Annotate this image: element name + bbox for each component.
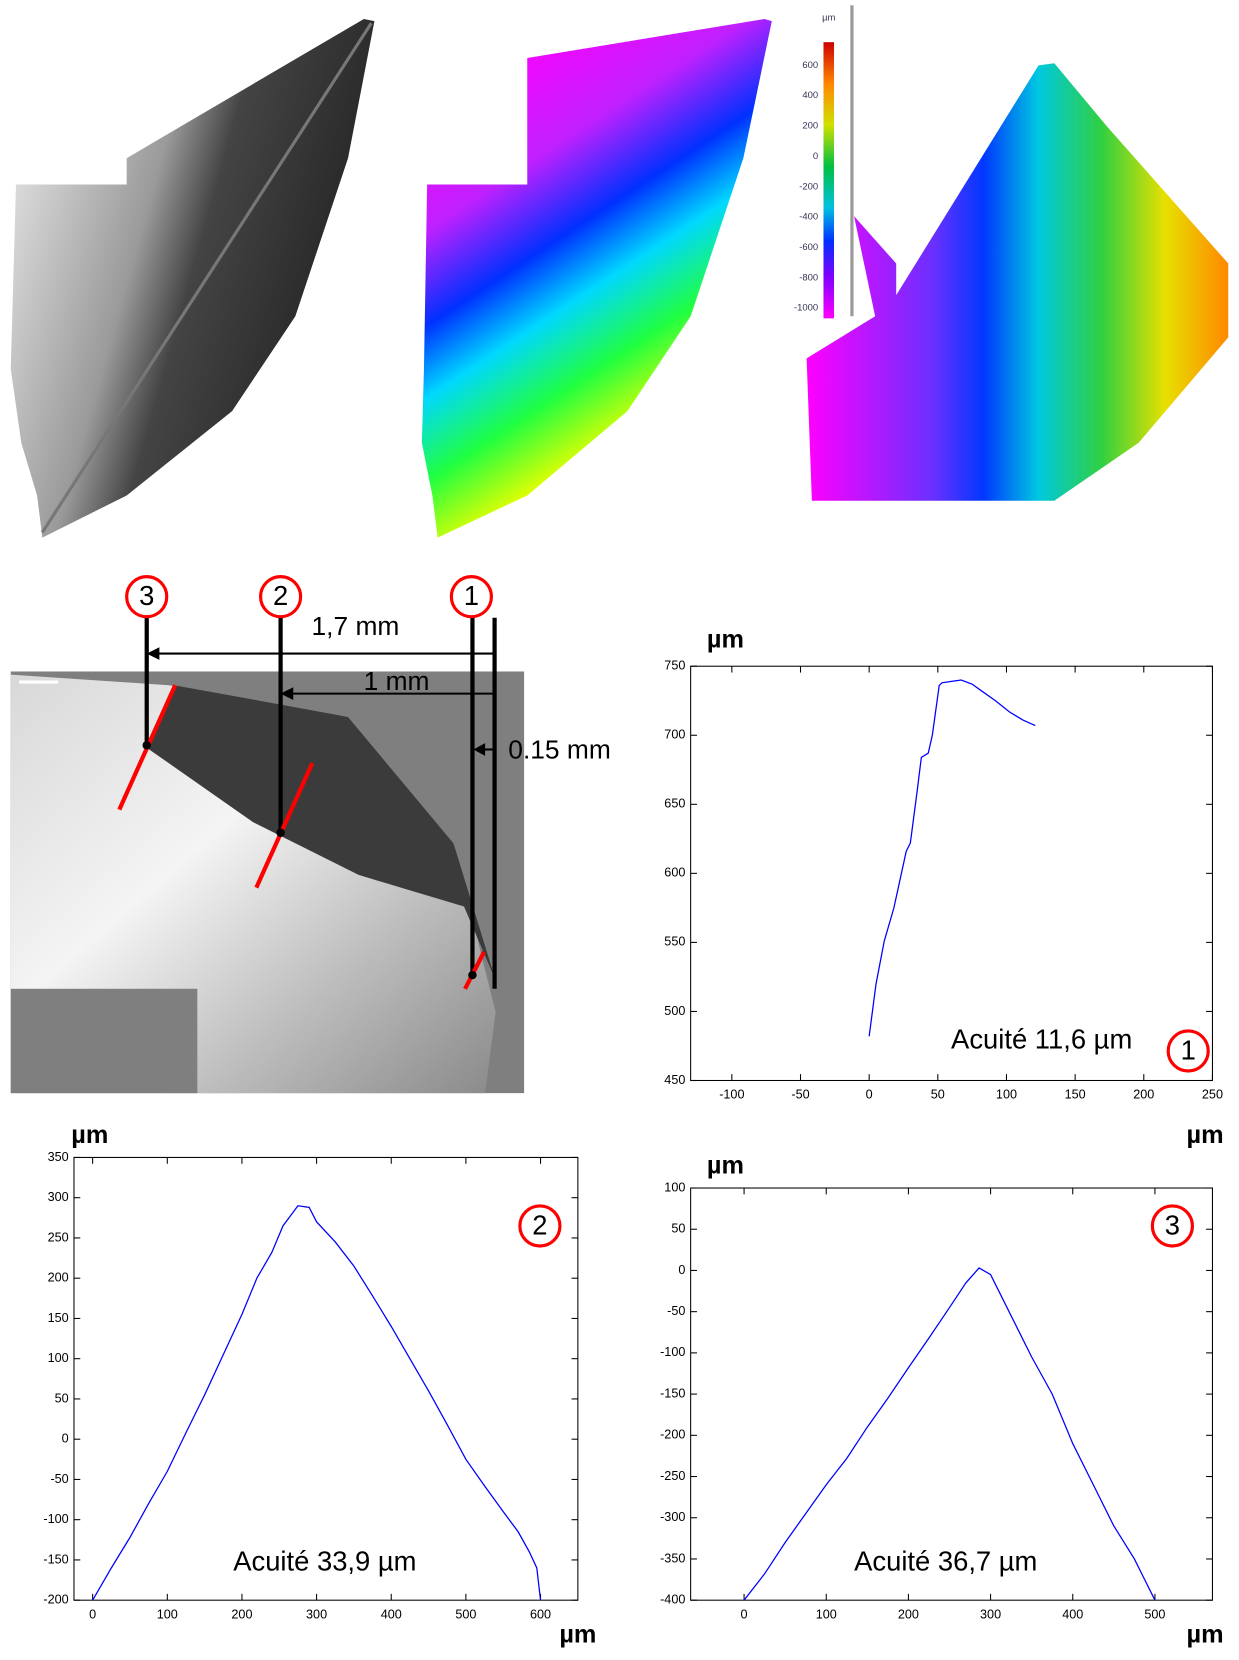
y-axis-label: µm <box>707 626 744 654</box>
y-tick-label: 700 <box>664 728 685 742</box>
distance-label: 1,7 mm <box>312 611 400 641</box>
y-tick-label: -200 <box>43 1593 68 1607</box>
y-tick-label: -100 <box>660 1345 685 1359</box>
x-tick-label: 100 <box>157 1607 178 1621</box>
colorbar-tick: 400 <box>802 90 818 101</box>
colorbar-scale <box>823 42 835 319</box>
edge-photo <box>10 617 525 1094</box>
x-tick-label: 200 <box>231 1607 252 1621</box>
y-tick-label: 150 <box>48 1311 69 1325</box>
marker-label: 1 <box>1181 1034 1196 1065</box>
x-tick-label: 300 <box>306 1607 327 1621</box>
colorbar: µm 600 400 200 0 -200 -400 -600 -800 -1000 <box>794 5 854 319</box>
plot-frame <box>690 1187 1213 1601</box>
y-tick-label: 100 <box>48 1351 69 1365</box>
marker-circle <box>449 575 494 619</box>
y-tick-label: 450 <box>664 1073 685 1087</box>
annotation: Acuité 33,9 µm <box>233 1546 416 1577</box>
annotation: Acuité 11,6 µm <box>951 1024 1132 1055</box>
x-tick-label: 150 <box>1065 1088 1086 1102</box>
y-tick-label: 0 <box>62 1432 69 1446</box>
y-tick-label: 500 <box>664 1004 685 1018</box>
y-tick-label: 50 <box>671 1222 685 1236</box>
marker-circle <box>258 575 303 619</box>
distance-label: 0.15 mm <box>508 735 610 765</box>
x-tick-label: 0 <box>89 1607 96 1621</box>
colorbar-tick: -1000 <box>794 303 818 314</box>
x-tick-label: 50 <box>931 1088 945 1102</box>
y-tick-label: 0 <box>678 1263 685 1277</box>
colorbar-unit: µm <box>822 12 835 23</box>
y-tick-label: -350 <box>660 1551 685 1565</box>
x-tick-label: 200 <box>1133 1088 1154 1102</box>
x-tick-label: 0 <box>741 1607 748 1621</box>
marker-circle <box>518 1204 562 1248</box>
y-tick-label: 200 <box>48 1271 69 1285</box>
y-tick-label: 100 <box>664 1180 685 1194</box>
y-tick-label: -100 <box>43 1512 68 1526</box>
y-tick-label: 350 <box>48 1150 69 1164</box>
x-tick-label: 400 <box>381 1607 402 1621</box>
x-tick-label: 500 <box>455 1607 476 1621</box>
y-tick-label: 550 <box>664 935 685 949</box>
marker-circle <box>125 575 169 619</box>
annotation: Acuité 36,7 µm <box>854 1546 1037 1577</box>
y-tick-label: 50 <box>55 1391 69 1405</box>
colorbar-tick: 600 <box>802 60 818 71</box>
x-tick-label: -100 <box>719 1088 744 1102</box>
x-tick-label: 250 <box>1202 1088 1223 1102</box>
x-axis-label: µm <box>1187 1621 1224 1649</box>
marker-circle <box>1150 1204 1195 1248</box>
plot-frame <box>690 665 1213 1082</box>
colorbar-tick: 200 <box>802 121 818 132</box>
marker-label: 3 <box>139 580 154 611</box>
y-tick-label: 650 <box>664 797 685 811</box>
y-tick-label: 300 <box>48 1190 69 1204</box>
y-tick-label: -300 <box>660 1510 685 1524</box>
y-tick-label: -150 <box>43 1552 68 1566</box>
y-tick-label: 250 <box>48 1230 69 1244</box>
marker-label: 3 <box>1165 1209 1180 1240</box>
distance-label: 1 mm <box>364 666 430 696</box>
y-tick-label: -50 <box>50 1472 68 1486</box>
colorbar-tick: -200 <box>799 181 818 192</box>
surface-3d <box>806 63 1229 501</box>
x-tick-label: 0 <box>866 1088 873 1102</box>
x-tick-label: -50 <box>791 1088 809 1102</box>
profile-line <box>743 1267 1156 1601</box>
y-axis-label: µm <box>707 1152 744 1180</box>
x-tick-label: 400 <box>1062 1607 1083 1621</box>
plot-frame <box>73 1156 579 1601</box>
x-axis-label: µm <box>559 1621 596 1649</box>
profile-line <box>868 679 1036 1037</box>
y-tick-label: -200 <box>660 1428 685 1442</box>
profile-line <box>92 1205 542 1601</box>
y-tick-label: -50 <box>667 1304 685 1318</box>
colorbar-tick: -600 <box>799 242 818 253</box>
x-tick-label: 300 <box>980 1607 1001 1621</box>
colorbar-tick: -400 <box>799 212 818 223</box>
y-tick-label: 600 <box>664 866 685 880</box>
marker-label: 2 <box>532 1209 547 1240</box>
marker-label: 2 <box>273 580 288 611</box>
y-tick-label: -150 <box>660 1386 685 1400</box>
colorbar-tick: -800 <box>799 272 818 283</box>
y-tick-label: -400 <box>660 1593 685 1607</box>
x-axis-label: µm <box>1187 1121 1224 1149</box>
y-axis-label: µm <box>71 1121 108 1149</box>
colorbar-tick: 0 <box>813 151 818 162</box>
x-tick-label: 200 <box>898 1607 919 1621</box>
marker-circle <box>1166 1029 1210 1073</box>
y-tick-label: -250 <box>660 1469 685 1483</box>
y-tick-label: 750 <box>664 659 685 673</box>
x-tick-label: 600 <box>530 1607 551 1621</box>
height-map <box>421 18 772 538</box>
photo-blade <box>10 18 375 538</box>
marker-label: 1 <box>464 580 479 611</box>
x-tick-label: 500 <box>1144 1607 1165 1621</box>
x-tick-label: 100 <box>816 1607 837 1621</box>
x-tick-label: 100 <box>996 1088 1017 1102</box>
